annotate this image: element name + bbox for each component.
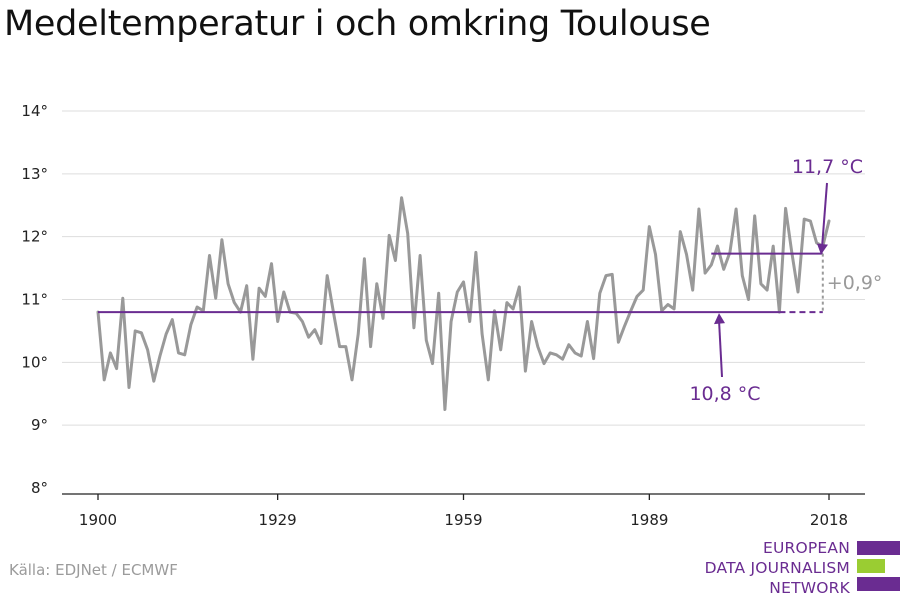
- chart-title: Medeltemperatur i och omkring Toulouse: [4, 4, 711, 44]
- arrow-recent-head: [817, 243, 828, 255]
- logo-bar-green: [857, 559, 885, 573]
- grid-lines: [62, 110, 865, 426]
- y-tick-label: 9°: [31, 416, 48, 434]
- reference-label-baseline: 10,8 °C: [689, 383, 760, 405]
- logo-line-2: DATA JOURNALISM: [704, 559, 850, 577]
- logo-bar-purple-top: [857, 541, 900, 555]
- series-group: [96, 196, 831, 411]
- x-axis: 1900 1929 1959 1989 2018: [62, 493, 865, 529]
- y-tick-label: 8°: [31, 479, 48, 497]
- arrow-baseline: [718, 320, 723, 378]
- y-tick-label: 11°: [21, 291, 48, 309]
- arrow-baseline-head: [714, 313, 725, 325]
- difference-label: +0,9°: [827, 272, 883, 294]
- y-axis-ticks: 8° 9° 10° 11° 12° 13° 14°: [21, 102, 48, 497]
- y-tick-label: 13°: [21, 165, 48, 183]
- y-tick-label: 10°: [21, 353, 48, 371]
- arrow-recent: [821, 182, 828, 248]
- x-tick-label: 1959: [444, 511, 482, 529]
- reference-label-recent: 11,7 °C: [792, 156, 863, 178]
- source-credit: Källa: EDJNet / ECMWF: [9, 561, 178, 579]
- reference-lines: [98, 252, 823, 314]
- logo-line-1: EUROPEAN: [762, 539, 850, 557]
- logo-bar-purple-bottom: [857, 577, 900, 591]
- x-tick-label: 1900: [79, 511, 117, 529]
- edjnet-logo: EUROPEAN DATA JOURNALISM NETWORK: [700, 538, 900, 598]
- logo-line-3: NETWORK: [769, 579, 850, 597]
- x-tick-label: 1929: [259, 511, 297, 529]
- y-tick-label: 14°: [21, 102, 48, 120]
- x-tick-label: 2018: [810, 511, 848, 529]
- series-line: [96, 196, 831, 411]
- y-tick-label: 12°: [21, 228, 48, 246]
- annotations: +0,9° 11,7 °C 10,8 °C: [689, 156, 882, 405]
- x-tick-label: 1989: [630, 511, 668, 529]
